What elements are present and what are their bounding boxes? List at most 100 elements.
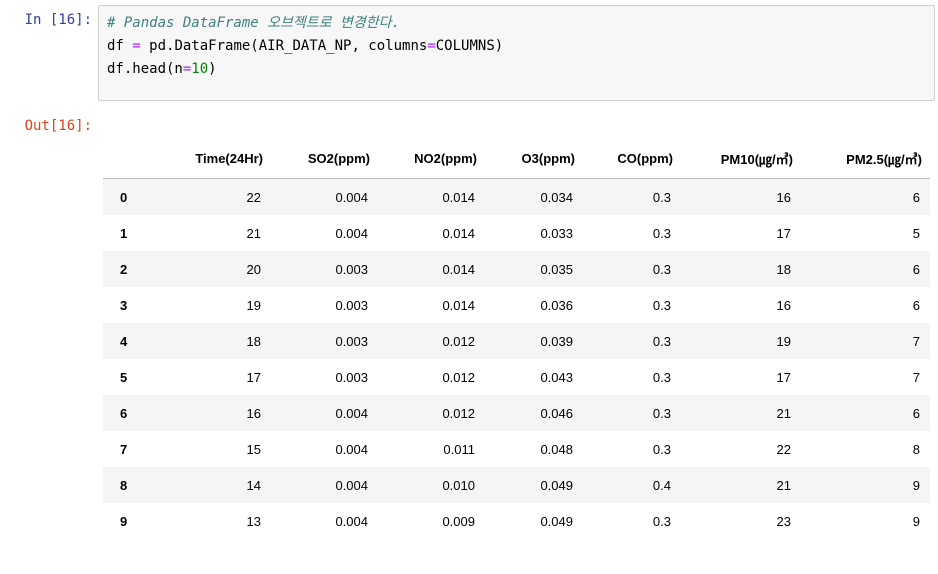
cell-o3: 0.049 xyxy=(540,513,573,529)
table-row: 5 17 0.003 0.012 0.043 0.3 17 7 xyxy=(103,359,930,395)
code-cell-input[interactable]: # Pandas DataFrame 오브젝트로 변경한다. df = pd.D… xyxy=(98,5,935,101)
cell-pm25: 9 xyxy=(912,513,920,529)
row-index: 8 xyxy=(120,477,128,493)
cell-so2: 0.004 xyxy=(335,441,368,457)
code-operator: = xyxy=(182,61,192,77)
column-header-no2: NO2(ppm) xyxy=(378,138,485,179)
cell-co: 0.3 xyxy=(652,369,671,385)
cell-no2: 0.014 xyxy=(442,261,475,277)
cell-so2: 0.004 xyxy=(335,405,368,421)
cell-so2: 0.004 xyxy=(335,189,368,205)
cell-pm25: 5 xyxy=(912,225,920,241)
cell-co: 0.3 xyxy=(652,297,671,313)
cell-time: 22 xyxy=(246,189,261,205)
cell-time: 16 xyxy=(246,405,261,421)
cell-pm25: 6 xyxy=(912,189,920,205)
cell-o3: 0.033 xyxy=(540,225,573,241)
cell-pm10: 23 xyxy=(776,513,791,529)
cell-pm10: 19 xyxy=(776,333,791,349)
table-row: 4 18 0.003 0.012 0.039 0.3 19 7 xyxy=(103,323,930,359)
cell-pm25: 6 xyxy=(912,261,920,277)
cell-no2: 0.012 xyxy=(442,369,475,385)
code-operator: = xyxy=(132,38,141,54)
row-index: 4 xyxy=(120,333,128,349)
cell-time: 13 xyxy=(246,513,261,529)
cell-time: 21 xyxy=(246,225,261,241)
code-token: df xyxy=(107,38,133,54)
cell-o3: 0.034 xyxy=(540,189,573,205)
cell-co: 0.3 xyxy=(652,225,671,241)
cell-no2: 0.014 xyxy=(442,189,475,205)
cell-no2: 0.014 xyxy=(442,225,475,241)
cell-no2: 0.014 xyxy=(442,297,475,313)
cell-so2: 0.004 xyxy=(335,513,368,529)
cell-no2: 0.009 xyxy=(442,513,475,529)
row-index: 0 xyxy=(120,189,128,205)
table-row: 6 16 0.004 0.012 0.046 0.3 21 6 xyxy=(103,395,930,431)
dataframe-table: Time(24Hr) SO2(ppm) NO2(ppm) O3(ppm) CO(… xyxy=(103,138,930,539)
cell-co: 0.3 xyxy=(652,189,671,205)
cell-no2: 0.010 xyxy=(442,477,475,493)
cell-co: 0.3 xyxy=(652,441,671,457)
cell-o3: 0.036 xyxy=(540,297,573,313)
cell-co: 0.3 xyxy=(652,261,671,277)
code-line-2: df = pd.DataFrame(AIR_DATA_NP, columns=C… xyxy=(107,35,926,58)
table-row: 7 15 0.004 0.011 0.048 0.3 22 8 xyxy=(103,431,930,467)
code-number: 10 xyxy=(191,61,209,77)
row-index: 3 xyxy=(120,297,128,313)
column-header-so2: SO2(ppm) xyxy=(271,138,378,179)
cell-so2: 0.003 xyxy=(335,261,368,277)
cell-pm10: 21 xyxy=(776,477,791,493)
column-header-time: Time(24Hr) xyxy=(167,138,271,179)
cell-pm25: 8 xyxy=(912,441,920,457)
code-token: ) xyxy=(208,61,217,77)
cell-time: 15 xyxy=(246,441,261,457)
input-prompt: In [16]: xyxy=(24,12,92,28)
code-comment: # Pandas DataFrame 오브젝트로 변경한다. xyxy=(107,15,400,31)
output-prompt: Out[16]: xyxy=(24,118,92,134)
cell-pm10: 18 xyxy=(776,261,791,277)
cell-pm25: 6 xyxy=(912,297,920,313)
cell-so2: 0.004 xyxy=(335,477,368,493)
cell-so2: 0.003 xyxy=(335,297,368,313)
code-line-3: df.head(n=10) xyxy=(107,58,926,81)
cell-pm25: 7 xyxy=(912,333,920,349)
cell-pm25: 9 xyxy=(912,477,920,493)
row-index: 1 xyxy=(120,225,128,241)
row-index: 2 xyxy=(120,261,128,277)
cell-co: 0.3 xyxy=(652,333,671,349)
cell-o3: 0.035 xyxy=(540,261,573,277)
cell-o3: 0.043 xyxy=(540,369,573,385)
cell-so2: 0.003 xyxy=(335,333,368,349)
cell-o3: 0.046 xyxy=(540,405,573,421)
cell-co: 0.4 xyxy=(652,477,671,493)
code-token: df.head(n xyxy=(107,61,183,77)
code-token: COLUMNS) xyxy=(435,38,504,54)
cell-time: 17 xyxy=(246,369,261,385)
table-header-row: Time(24Hr) SO2(ppm) NO2(ppm) O3(ppm) CO(… xyxy=(103,138,930,179)
cell-pm10: 17 xyxy=(776,225,791,241)
cell-pm10: 17 xyxy=(776,369,791,385)
table-row: 8 14 0.004 0.010 0.049 0.4 21 9 xyxy=(103,467,930,503)
cell-pm25: 6 xyxy=(912,405,920,421)
column-header-o3: O3(ppm) xyxy=(485,138,583,179)
cell-so2: 0.003 xyxy=(335,369,368,385)
cell-pm10: 16 xyxy=(776,297,791,313)
cell-so2: 0.004 xyxy=(335,225,368,241)
code-token: pd.DataFrame(AIR_DATA_NP, columns xyxy=(140,38,428,54)
cell-o3: 0.048 xyxy=(540,441,573,457)
cell-no2: 0.012 xyxy=(442,405,475,421)
row-index: 9 xyxy=(120,513,128,529)
row-index: 7 xyxy=(120,441,128,457)
cell-time: 18 xyxy=(246,333,261,349)
table-row: 9 13 0.004 0.009 0.049 0.3 23 9 xyxy=(103,503,930,539)
cell-pm10: 21 xyxy=(776,405,791,421)
table-row: 0 22 0.004 0.014 0.034 0.3 16 6 xyxy=(103,178,930,215)
code-operator: = xyxy=(427,38,436,54)
cell-co: 0.3 xyxy=(652,513,671,529)
column-header-co: CO(ppm) xyxy=(583,138,681,179)
cell-time: 19 xyxy=(246,297,261,313)
cell-o3: 0.039 xyxy=(540,333,573,349)
cell-pm10: 22 xyxy=(776,441,791,457)
code-line-1: # Pandas DataFrame 오브젝트로 변경한다. xyxy=(107,12,926,35)
